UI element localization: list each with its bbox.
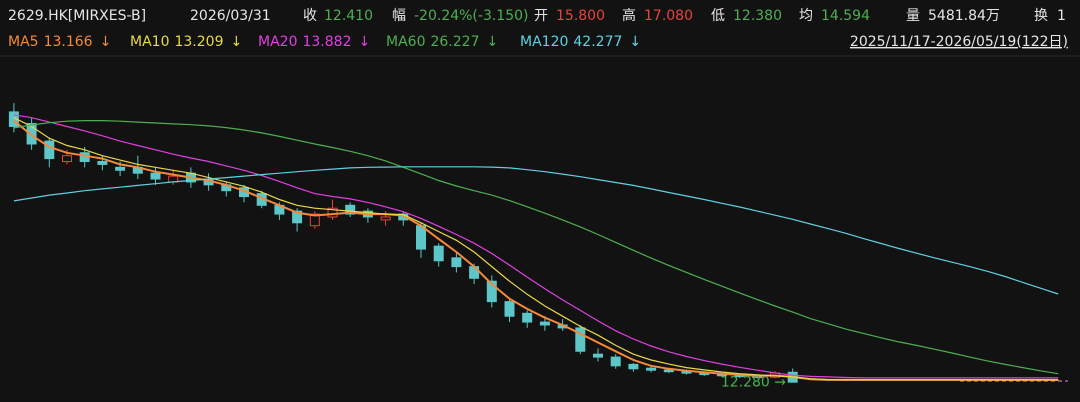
legend-value: 13.166 bbox=[44, 34, 93, 50]
legend-arrow: ↓ bbox=[629, 34, 641, 50]
legend-value: 42.277 bbox=[573, 34, 622, 50]
header-item: 2629.HK[MIRXES-B] bbox=[8, 8, 146, 24]
legend-name: MA5 bbox=[8, 34, 39, 50]
candle-body bbox=[309, 213, 320, 227]
candle-body bbox=[593, 353, 603, 358]
header-item: 12.410 bbox=[324, 8, 373, 24]
candle-body bbox=[345, 204, 356, 215]
header-item: 量 bbox=[906, 8, 920, 24]
legend-value: 26.227 bbox=[430, 34, 479, 50]
legend-name: MA10 bbox=[130, 34, 169, 50]
candle-body bbox=[610, 356, 621, 367]
header-item: 12.380 bbox=[733, 8, 782, 24]
candle-body bbox=[97, 161, 108, 165]
ma-line bbox=[13, 117, 1059, 381]
candle-body bbox=[8, 111, 19, 127]
header-item: 17.080 bbox=[644, 8, 693, 24]
candle-body bbox=[628, 363, 639, 370]
candle-body bbox=[433, 245, 444, 262]
header-item: 5481.84万 bbox=[928, 8, 1000, 24]
header-item: 15.800 bbox=[556, 8, 605, 24]
header-item: -20.24%(-3.150) bbox=[414, 8, 529, 24]
candle-body bbox=[292, 210, 303, 224]
candle-body bbox=[522, 312, 533, 323]
date-range: 2025/11/17-2026/05/19(122日) bbox=[850, 34, 1068, 50]
legend-name: MA60 bbox=[386, 34, 425, 50]
header-item: 高 bbox=[622, 7, 636, 24]
header-item: 2026/03/31 bbox=[190, 8, 271, 24]
legend-arrow: ↓ bbox=[100, 34, 112, 50]
candle-body bbox=[115, 166, 126, 171]
legend-arrow: ↓ bbox=[486, 34, 498, 50]
candle-body bbox=[575, 327, 586, 352]
legend-item: MA60 26.227 ↓ bbox=[386, 34, 498, 50]
legend-item: MA120 42.277 ↓ bbox=[520, 34, 641, 50]
header-item: 开 bbox=[534, 8, 548, 24]
candle-body bbox=[451, 257, 462, 268]
header-item: 低 bbox=[711, 8, 725, 24]
legend-item: MA20 13.882 ↓ bbox=[258, 34, 370, 50]
ma-line bbox=[13, 119, 1059, 375]
legend-arrow: ↓ bbox=[358, 34, 370, 50]
candle-body bbox=[486, 280, 497, 303]
candle-body bbox=[62, 155, 72, 163]
legend-value: 13.882 bbox=[302, 34, 351, 50]
legend-name: MA20 bbox=[258, 34, 297, 50]
legend-value: 13.209 bbox=[174, 34, 223, 50]
header-item: 均 bbox=[799, 8, 813, 24]
legend-name: MA120 bbox=[520, 34, 568, 50]
ma-line bbox=[13, 166, 1059, 295]
candle-body bbox=[44, 140, 55, 160]
candle-body bbox=[380, 216, 391, 221]
legend-item: MA5 13.166 ↓ bbox=[8, 34, 111, 50]
ma-line bbox=[13, 114, 1059, 379]
legend-item: MA10 13.209 ↓ bbox=[130, 34, 242, 50]
candle-body bbox=[150, 172, 161, 180]
header-item: 14.594 bbox=[821, 8, 870, 24]
header-item: 换 bbox=[1034, 7, 1048, 24]
candle-body bbox=[504, 301, 515, 317]
candle-body bbox=[26, 123, 37, 145]
candle-body bbox=[327, 207, 338, 218]
header-item: 幅 bbox=[392, 8, 406, 24]
candle-body bbox=[646, 367, 657, 371]
candle-body bbox=[663, 369, 674, 373]
header-item: 收 bbox=[303, 8, 317, 24]
low-annotation: 12.280 → bbox=[721, 375, 786, 391]
candle-body bbox=[539, 321, 550, 326]
header-item: 1 bbox=[1057, 8, 1066, 24]
legend-arrow: ↓ bbox=[230, 34, 242, 50]
